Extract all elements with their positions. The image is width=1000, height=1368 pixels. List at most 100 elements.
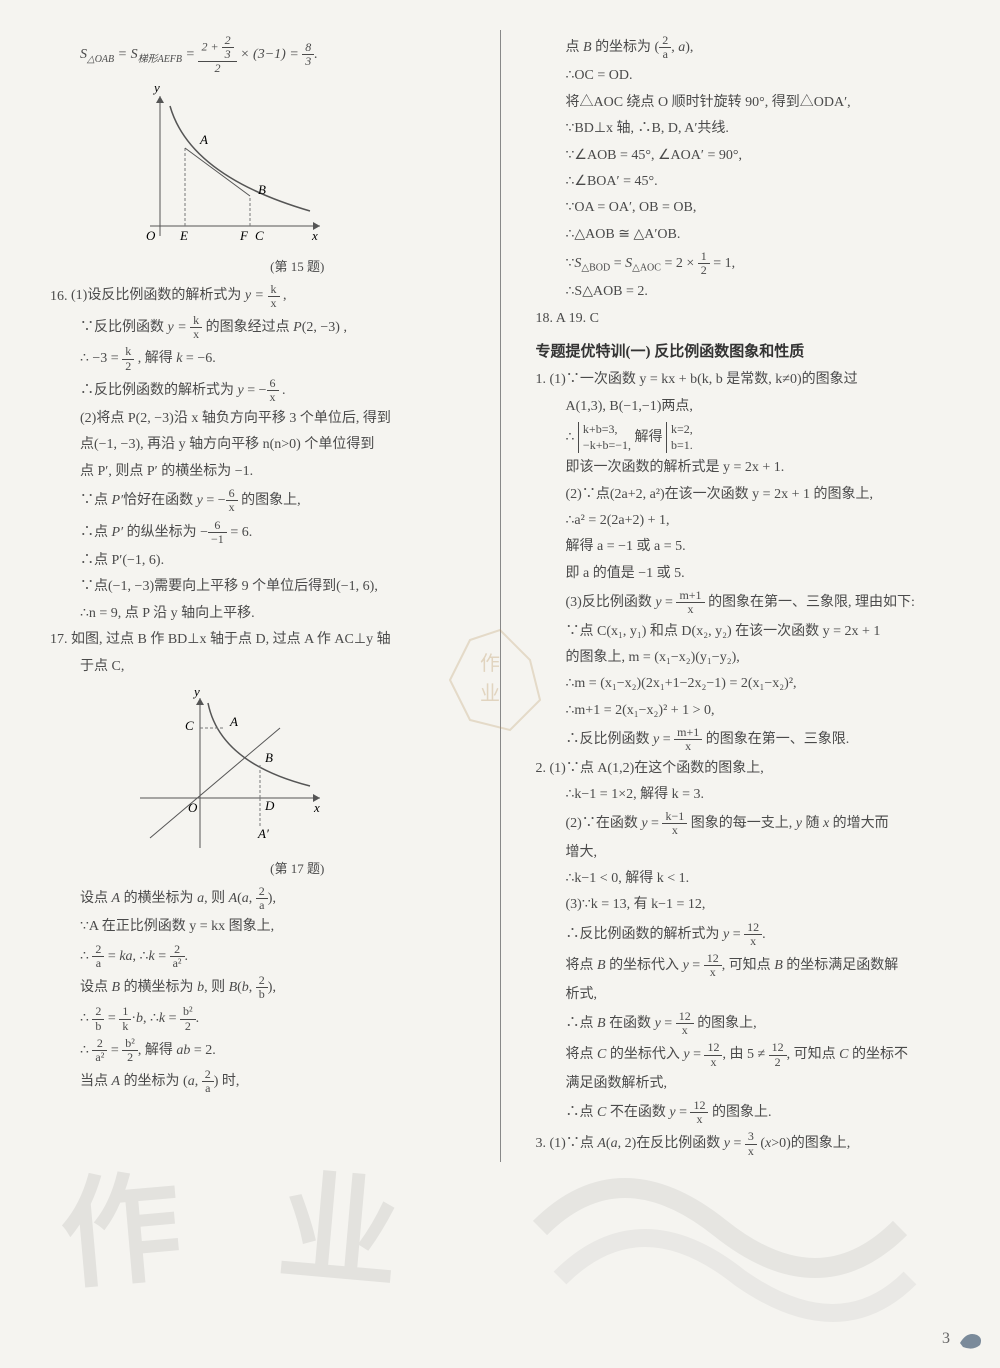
text-line: ∴∠BOA′ = 45°.: [536, 171, 951, 193]
problem-16: 16. (1)设反比例函数的解析式为 y = kx ,: [50, 283, 465, 310]
text-line: ∵S△BOD = S△AOC = 2 × 12 = 1,: [536, 250, 951, 277]
text-line: 设点 B 的横坐标为 b, 则 B(b, 2b),: [50, 974, 465, 1001]
dolphin-icon: [955, 1323, 985, 1353]
chart-17: A B C D A′ O y x (第 17 题): [130, 688, 465, 877]
fraction: 2 + 232: [198, 34, 236, 76]
section-title: 专题提优特训(一) 反比例函数图象和性质: [536, 340, 951, 361]
svg-text:O: O: [188, 800, 198, 815]
chart-svg: y A B O E F C x: [130, 86, 330, 256]
svg-text:F: F: [239, 228, 249, 243]
text-line: 解得 a = −1 或 a = 5.: [536, 536, 951, 558]
text-line: 当点 A 的坐标为 (a, 2a) 时,: [50, 1068, 465, 1095]
text-line: ∵点 P′恰好在函数 y = −6x 的图象上,: [50, 487, 465, 514]
text-line: ∴反比例函数 y = m+1x 的图象在第一、三象限.: [536, 726, 951, 753]
svg-text:D: D: [264, 798, 275, 813]
svg-text:B: B: [265, 750, 273, 765]
svg-text:E: E: [179, 228, 188, 243]
text-line: (3)反比例函数 y = m+1x 的图象在第一、三象限, 理由如下:: [536, 589, 951, 616]
text-line: 将点 B 的坐标代入 y = 12x, 可知点 B 的坐标满足函数解: [536, 952, 951, 979]
text-line: ∴m = (x₁−x₂)(2x₁+1−2x₂−1) = 2(x₁−x₂)²,: [536, 673, 951, 695]
text-line: (2)∵在函数 y = k−1x 图象的每一支上, y 随 x 的增大而: [536, 810, 951, 837]
text: × (3−1) =: [240, 47, 302, 62]
text-line: ∴k−1 < 0, 解得 k < 1.: [536, 868, 951, 890]
text: (1)∵点 A(1,2)在这个函数的图象上,: [550, 761, 764, 776]
text-line: ∴ 2a = ka, ∴k = 2a².: [50, 943, 465, 970]
text-line: (2)将点 P(2, −3)沿 x 轴负方向平移 3 个单位后, 得到: [50, 408, 465, 430]
text-line: 点 P′, 则点 P′ 的横坐标为 −1.: [50, 461, 465, 483]
equation: S△OAB = S梯形AEFB = 2 + 232 × (3−1) = 83.: [50, 34, 465, 76]
text-line: 满足函数解析式,: [536, 1073, 951, 1095]
right-column: 点 B 的坐标为 (2a, a), ∴OC = OD. 将△AOC 绕点 O 顺…: [536, 30, 951, 1162]
text-line: ∴S△AOB = 2.: [536, 281, 951, 303]
text-line: ∴点 P′ 的纵坐标为 −6−1 = 6.: [50, 519, 465, 546]
svg-text:x: x: [311, 228, 318, 243]
text-line: ∴点 B 在函数 y = 12x 的图象上,: [536, 1010, 951, 1037]
text-line: ∴点 P′(−1, 6).: [50, 550, 465, 572]
problem-3: 3. (1)∵点 A(a, 2)在反比例函数 y = 3x (x>0)的图象上,: [536, 1130, 951, 1157]
text: (1)设反比例函数的解析式为 y = kx ,: [71, 288, 287, 303]
text: 如图, 过点 B 作 BD⊥x 轴于点 D, 过点 A 作 AC⊥y 轴: [71, 632, 391, 647]
text-line: ∴△AOB ≅ △A′OB.: [536, 224, 951, 246]
text-line: ∴a² = 2(2a+2) + 1,: [536, 510, 951, 532]
text-line: ∵A 在正比例函数 y = kx 图象上,: [50, 916, 465, 938]
svg-text:A′: A′: [257, 826, 269, 841]
text-line: ∵点 C(x₁, y₁) 和点 D(x₂, y₂) 在该一次函数 y = 2x …: [536, 621, 951, 643]
text-line: ∵BD⊥x 轴, ∴B, D, A′共线.: [536, 118, 951, 140]
svg-text:A: A: [199, 132, 208, 147]
problem-number: 1.: [536, 372, 547, 387]
text-line: ∴OC = OD.: [536, 65, 951, 87]
text-line: ∴反比例函数的解析式为 y = 12x.: [536, 921, 951, 948]
problem-number: 16.: [50, 288, 68, 303]
text-line: ∵OA = OA′, OB = OB,: [536, 197, 951, 219]
text-line: ∴ 2b = 1k·b, ∴k = b²2.: [50, 1005, 465, 1032]
svg-text:C: C: [185, 718, 194, 733]
svg-text:O: O: [146, 228, 156, 243]
text: (1)∵一次函数 y = kx + b(k, b 是常数, k≠0)的图象过: [550, 372, 858, 387]
text-line: ∵点(−1, −3)需要向上平移 9 个单位后得到(−1, 6),: [50, 576, 465, 598]
text-line: (3)∵k = 13, 有 k−1 = 12,: [536, 894, 951, 916]
text-line: 的图象上, m = (x₁−x₂)(y₁−y₂),: [536, 647, 951, 669]
page-number: 3: [942, 1330, 950, 1348]
fraction: 83: [302, 41, 314, 68]
problem-number: 17.: [50, 632, 68, 647]
text-line: ∴反比例函数的解析式为 y = −6x .: [50, 377, 465, 404]
text-line: 点(−1, −3), 再沿 y 轴方向平移 n(n>0) 个单位得到: [50, 434, 465, 456]
text-line: 设点 A 的横坐标为 a, 则 A(a, 2a),: [50, 885, 465, 912]
text-line: ∴ −3 = k2 , 解得 k = −6.: [50, 345, 465, 372]
svg-text:y: y: [152, 86, 160, 95]
text-line: ∴n = 9, 点 P 沿 y 轴向上平移.: [50, 603, 465, 625]
chart-caption: (第 17 题): [130, 858, 465, 877]
page-content: S△OAB = S梯形AEFB = 2 + 232 × (3−1) = 83. …: [50, 30, 950, 1162]
text-line: 将点 C 的坐标代入 y = 12x, 由 5 ≠ 122, 可知点 C 的坐标…: [536, 1041, 951, 1068]
text-line: ∴m+1 = 2(x₁−x₂)² + 1 > 0,: [536, 700, 951, 722]
text-line: 即 a 的值是 −1 或 5.: [536, 563, 951, 585]
svg-text:y: y: [192, 688, 200, 699]
text-line: 即该一次函数的解析式是 y = 2x + 1.: [536, 457, 951, 479]
problem-17: 17. 如图, 过点 B 作 BD⊥x 轴于点 D, 过点 A 作 AC⊥y 轴: [50, 629, 465, 651]
text-line: (2)∵点(2a+2, a²)在该一次函数 y = 2x + 1 的图象上,: [536, 484, 951, 506]
text-line: ∵∠AOB = 45°, ∠AOA′ = 90°,: [536, 145, 951, 167]
text-line: ∴点 C 不在函数 y = 12x 的图象上.: [536, 1099, 951, 1126]
problem-number: 2.: [536, 761, 547, 776]
text-line: ∴ 2a² = b²2, 解得 ab = 2.: [50, 1037, 465, 1064]
svg-text:C: C: [255, 228, 264, 243]
chart-caption: (第 15 题): [130, 256, 465, 275]
text-line: A(1,3), B(−1,−1)两点,: [536, 396, 951, 418]
problem-number: 3.: [536, 1136, 547, 1151]
chart-svg: A B C D A′ O y x: [130, 688, 330, 858]
text-line: ∴ k+b=3,−k+b=−1, 解得 k=2,b=1.: [536, 422, 951, 453]
text-line: 18. A 19. C: [536, 308, 951, 330]
text-line: 于点 C,: [50, 656, 465, 678]
text-line: 增大,: [536, 842, 951, 864]
column-divider: [500, 30, 501, 1162]
text-line: 析式,: [536, 984, 951, 1006]
chart-15: y A B O E F C x (第 15 题): [130, 86, 465, 275]
svg-text:x: x: [313, 800, 320, 815]
text-line: ∵反比例函数 y = kx 的图象经过点 P(2, −3) ,: [50, 314, 465, 341]
problem-2: 2. (1)∵点 A(1,2)在这个函数的图象上,: [536, 758, 951, 780]
left-column: S△OAB = S梯形AEFB = 2 + 232 × (3−1) = 83. …: [50, 30, 465, 1162]
svg-text:B: B: [258, 182, 266, 197]
problem-1: 1. (1)∵一次函数 y = kx + b(k, b 是常数, k≠0)的图象…: [536, 369, 951, 391]
text-line: ∴k−1 = 1×2, 解得 k = 3.: [536, 784, 951, 806]
svg-text:A: A: [229, 714, 238, 729]
